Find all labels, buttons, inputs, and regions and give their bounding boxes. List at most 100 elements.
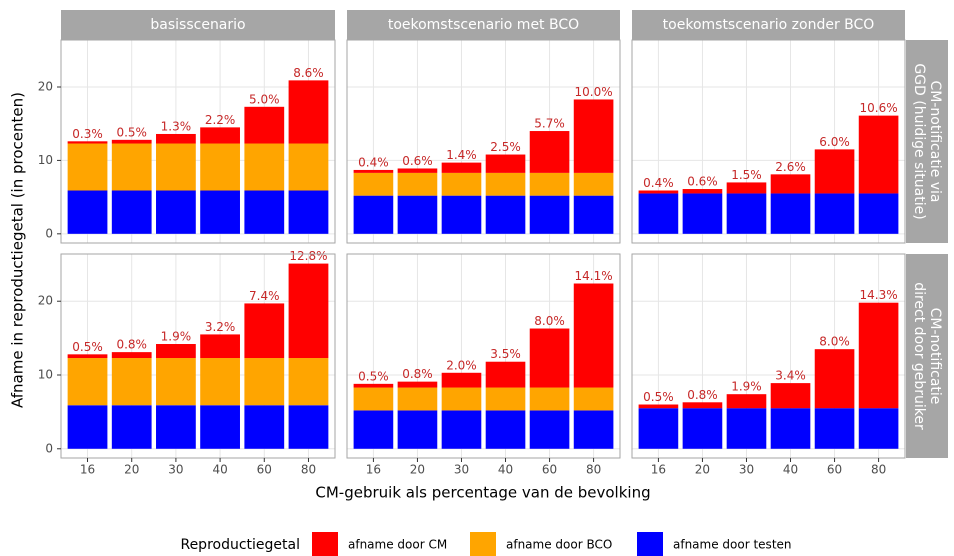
bar-segment (485, 410, 526, 449)
bar-segment (858, 408, 899, 449)
value-label: 0.8% (687, 388, 718, 402)
bar-segment (485, 361, 526, 388)
bar-segment (288, 143, 329, 191)
value-label: 10.0% (575, 85, 613, 99)
strip (906, 40, 948, 243)
bar-segment (67, 143, 108, 191)
value-label: 0.8% (116, 338, 147, 352)
bar-segment (156, 143, 196, 191)
bar-segment (529, 195, 570, 234)
bar-segment (67, 354, 108, 359)
value-label: 14.1% (575, 269, 613, 283)
value-label: 1.4% (446, 148, 477, 162)
bar-segment (397, 168, 438, 173)
bar-segment (814, 349, 855, 409)
bar-segment (573, 387, 614, 411)
bar-segment (200, 358, 240, 406)
bar-segment (244, 106, 285, 144)
bar-segment (485, 195, 526, 234)
value-label: 0.4% (358, 155, 389, 169)
bar-segment (156, 344, 196, 359)
panel-border (631, 39, 906, 244)
bar-segment (485, 154, 526, 173)
value-label: 5.0% (249, 92, 280, 106)
bar-segment (156, 133, 196, 144)
legend-label: afname door BCO (506, 538, 612, 552)
row-title: CM-notificatiedirect door gebruiker (911, 282, 943, 430)
bar-segment (485, 387, 526, 411)
bar-segment (638, 408, 679, 449)
panel-border (631, 253, 906, 459)
strip (61, 10, 335, 40)
legend-swatch (312, 532, 338, 556)
bar-segment (353, 383, 394, 388)
value-label: 6.0% (819, 135, 850, 149)
bar-segment (353, 410, 394, 449)
bar-segment (67, 405, 108, 449)
bar-segment (244, 358, 285, 406)
x-tick-label: 20 (124, 463, 139, 477)
x-tick-label: 80 (301, 463, 316, 477)
bar-segment (682, 408, 723, 449)
value-label: 2.6% (775, 160, 806, 174)
bar-segment (67, 141, 108, 144)
bar-segment (288, 190, 329, 234)
bar-segment (244, 405, 285, 449)
value-label: 1.5% (731, 168, 762, 182)
bar-segment (111, 352, 152, 359)
value-label: 0.5% (358, 369, 389, 383)
bar-segment (638, 193, 679, 234)
panel-border (60, 253, 336, 459)
bar-segment (529, 387, 570, 411)
value-label: 10.6% (860, 101, 898, 115)
bar-segment (529, 410, 570, 449)
bar-segment (397, 172, 438, 196)
value-label: 0.5% (72, 340, 103, 354)
row-title-line: direct door gebruiker (911, 282, 927, 430)
bar-segment (814, 149, 855, 194)
bar-segment (770, 193, 811, 234)
bar-segment (353, 195, 394, 234)
x-tick-label: 16 (651, 463, 666, 477)
bar-segment (288, 263, 329, 359)
bar-segment (353, 172, 394, 196)
value-label: 14.3% (860, 288, 898, 302)
bar-segment (353, 387, 394, 411)
value-label: 1.9% (161, 330, 192, 344)
value-label: 0.6% (402, 154, 433, 168)
bar-segment (682, 402, 723, 409)
bar-segment (573, 172, 614, 196)
value-label: 8.6% (293, 66, 324, 80)
x-tick-label: 40 (498, 463, 513, 477)
bar-segment (726, 408, 767, 449)
bar-segment (573, 99, 614, 173)
legend-swatch (470, 532, 496, 556)
bar-segment (858, 302, 899, 409)
x-tick-label: 30 (454, 463, 469, 477)
bar-segment (682, 193, 723, 234)
x-axis-label: CM-gebruik als percentage van de bevolki… (315, 484, 650, 502)
bar-segment (288, 405, 329, 449)
value-label: 1.3% (161, 119, 192, 133)
bar-segment (858, 193, 899, 234)
value-label: 0.5% (643, 390, 674, 404)
x-tick-label: 60 (542, 463, 557, 477)
value-label: 0.3% (72, 127, 103, 141)
bar-segment (353, 169, 394, 173)
value-label: 0.4% (643, 176, 674, 190)
bar-segment (858, 115, 899, 194)
bar-segment (770, 408, 811, 449)
y-tick-label: 10 (38, 367, 53, 381)
bar-segment (441, 387, 482, 411)
value-label: 3.4% (775, 369, 806, 383)
panel-border (60, 39, 336, 244)
bar-segment (244, 303, 285, 359)
x-tick-label: 16 (366, 463, 381, 477)
column-title: toekomstscenario met BCO (388, 17, 579, 33)
bar-segment (111, 358, 152, 406)
value-label: 2.0% (446, 358, 477, 372)
bar-segment (726, 182, 767, 194)
panel-border (346, 253, 621, 459)
bar-segment (573, 410, 614, 449)
bar-segment (200, 127, 240, 144)
